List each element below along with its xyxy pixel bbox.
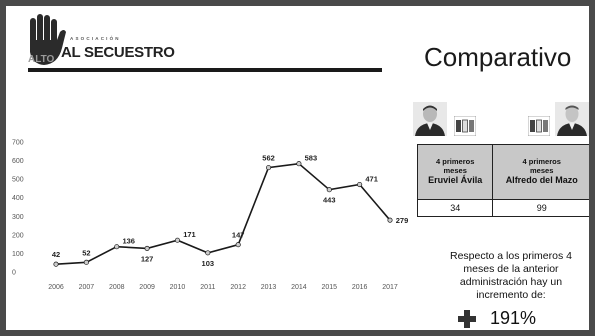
y-tick-label: 300 (12, 214, 24, 221)
header-line1: 4 primeros (522, 157, 561, 167)
data-label: 279 (396, 216, 409, 225)
logo-alto-text: ALTO (28, 54, 55, 65)
data-markers (53, 161, 393, 267)
x-tick-label: 2015 (321, 284, 337, 291)
data-point (144, 245, 150, 251)
comparison-table: 4 primeros meses Eruviel Ávila 4 primero… (416, 144, 589, 217)
x-tick-label: 2014 (291, 284, 307, 291)
party-logo-icon (454, 116, 476, 136)
data-label: 147 (232, 231, 245, 240)
y-axis-ticks: 0 100 200 300 400 500 600 700 (12, 140, 24, 277)
header-line2: meses (530, 165, 554, 175)
x-tick-label: 2011 (200, 284, 215, 291)
plus-icon (458, 309, 476, 328)
x-tick-label: 2012 (230, 284, 246, 291)
data-point (114, 244, 120, 250)
value-eruviel-avila: 34 (416, 199, 494, 217)
x-tick-label: 2009 (139, 284, 155, 291)
logo-main-text: AL SECUESTRO (61, 44, 175, 61)
y-tick-label: 700 (12, 140, 24, 147)
logo-small-text: ASOCIACIÓN (70, 36, 121, 41)
slide: ALTO ASOCIACIÓN AL SECUESTRO Comparativo… (6, 6, 589, 330)
logo: ALTO ASOCIACIÓN AL SECUESTRO (24, 14, 175, 70)
hand-icon: ALTO (28, 14, 66, 65)
header-eruviel-avila: 4 primeros meses Eruviel Ávila (416, 144, 494, 200)
data-point (205, 250, 211, 256)
data-labels: 42 52 136 127 171 103 147 562 583 443 471 279 (52, 154, 408, 268)
header-rule (28, 68, 382, 72)
data-label: 136 (122, 237, 135, 246)
data-label: 583 (305, 154, 318, 163)
data-label: 103 (202, 259, 215, 268)
party-logo-icon (528, 116, 550, 136)
y-tick-label: 600 (12, 158, 24, 165)
data-label: 127 (141, 254, 154, 263)
data-label: 562 (262, 154, 275, 163)
x-tick-label: 2017 (382, 284, 398, 291)
table-row: 34 99 (416, 199, 589, 217)
x-tick-label: 2010 (170, 284, 186, 291)
table-header-row: 4 primeros meses Eruviel Ávila 4 primero… (416, 144, 589, 200)
y-tick-label: 0 (12, 270, 16, 277)
y-tick-label: 100 (12, 251, 24, 258)
increase-indicator: 191% (458, 308, 536, 329)
data-label: 171 (183, 230, 196, 239)
header-name: Alfredo del Mazo (505, 175, 578, 186)
data-point (357, 181, 363, 188)
eruviel-avila-portrait (413, 102, 447, 136)
header-alfredo-del-mazo: 4 primeros meses Alfredo del Mazo (492, 144, 589, 200)
increase-value: 191% (490, 308, 537, 328)
data-label: 42 (52, 250, 60, 259)
value-alfredo-del-mazo: 99 (492, 199, 589, 217)
header-line2: meses (443, 165, 467, 175)
data-point (265, 165, 272, 171)
series-line (55, 162, 391, 265)
header-line1: 4 primeros (436, 157, 475, 167)
data-point (387, 217, 393, 223)
x-tick-label: 2007 (79, 284, 95, 291)
data-label: 52 (82, 248, 90, 257)
x-axis-ticks: 2006 2007 2008 2009 2010 2011 2012 2013 2014 2015… (48, 284, 398, 291)
alfredo-del-mazo-portrait (555, 102, 589, 136)
x-tick-label: 2013 (261, 284, 277, 291)
x-tick-label: 2016 (352, 284, 368, 291)
data-point (83, 259, 89, 265)
data-point (326, 187, 332, 193)
data-label: 471 (365, 175, 378, 184)
y-tick-label: 500 (12, 177, 24, 184)
data-point (53, 261, 59, 267)
x-tick-label: 2006 (48, 284, 64, 291)
y-tick-label: 400 (12, 195, 24, 202)
x-tick-label: 2008 (109, 284, 125, 291)
header-name: Eruviel Ávila (428, 175, 483, 186)
data-label: 443 (323, 196, 336, 205)
page-title: Comparativo (424, 42, 572, 72)
data-point (296, 161, 302, 167)
y-tick-label: 200 (12, 232, 24, 239)
data-point (174, 237, 181, 243)
data-point (235, 242, 241, 248)
comparison-note: Respecto a los primeros 4 meses de la an… (450, 250, 572, 301)
